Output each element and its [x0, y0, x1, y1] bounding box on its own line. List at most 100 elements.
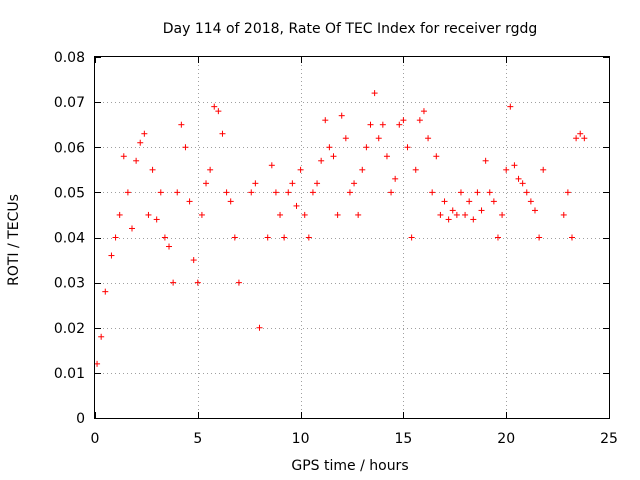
data-point [219, 130, 226, 137]
data-point [527, 198, 534, 205]
data-point [494, 234, 501, 241]
data-point [511, 162, 518, 169]
data-point [157, 189, 164, 196]
data-point [540, 166, 547, 173]
x-tick-label: 25 [600, 431, 618, 447]
x-tick-label: 5 [193, 431, 202, 447]
y-tick-label: 0.06 [54, 140, 85, 156]
data-point [98, 333, 105, 340]
data-point [581, 135, 588, 142]
data-point [429, 189, 436, 196]
data-point [231, 234, 238, 241]
data-point [145, 211, 152, 218]
data-point [531, 207, 538, 214]
data-point [129, 225, 136, 232]
data-point [346, 189, 353, 196]
data-point [416, 117, 423, 124]
data-point [149, 166, 156, 173]
data-point [363, 144, 370, 151]
x-tick-label: 20 [497, 431, 515, 447]
data-point [383, 153, 390, 160]
data-point [437, 211, 444, 218]
data-point [293, 202, 300, 209]
data-point [322, 117, 329, 124]
data-point [396, 121, 403, 128]
data-point [412, 166, 419, 173]
y-axis-ticks: 0 0.01 0.02 0.03 0.04 0.05 0.06 0.07 0.08 [54, 50, 609, 427]
data-point [388, 189, 395, 196]
data-point [289, 180, 296, 187]
data-point [252, 180, 259, 187]
data-point [560, 211, 567, 218]
chart-title: Day 114 of 2018, Rate Of TEC Index for r… [163, 21, 538, 37]
data-point [408, 234, 415, 241]
data-point [116, 211, 123, 218]
data-point [523, 189, 530, 196]
data-point [355, 211, 362, 218]
y-axis-label: ROTI / TECUs [6, 194, 22, 286]
data-point [272, 189, 279, 196]
data-point [453, 211, 460, 218]
data-point [207, 166, 214, 173]
data-point [462, 211, 469, 218]
data-point [330, 153, 337, 160]
data-point [297, 166, 304, 173]
data-point [441, 198, 448, 205]
data-point [564, 189, 571, 196]
data-point [124, 189, 131, 196]
data-point [198, 211, 205, 218]
data-point [153, 216, 160, 223]
data-point [186, 198, 193, 205]
data-point [515, 175, 522, 182]
data-point [268, 162, 275, 169]
y-tick-label: 0.07 [54, 95, 85, 111]
data-point [490, 198, 497, 205]
data-point [503, 166, 510, 173]
data-point [474, 189, 481, 196]
data-point [108, 252, 115, 259]
data-point [120, 153, 127, 160]
data-point [223, 189, 230, 196]
data-point [215, 108, 222, 115]
data-point [102, 288, 109, 295]
x-axis-label: GPS time / hours [291, 458, 408, 474]
data-point [264, 234, 271, 241]
data-point [194, 279, 201, 286]
data-point [309, 189, 316, 196]
y-tick-label: 0 [76, 411, 85, 427]
data-points [94, 90, 588, 367]
data-point [351, 180, 358, 187]
x-tick-label: 15 [394, 431, 412, 447]
data-point [379, 121, 386, 128]
data-point [305, 234, 312, 241]
data-point [359, 166, 366, 173]
y-tick-label: 0.08 [54, 50, 85, 66]
data-point [371, 90, 378, 97]
data-point [285, 189, 292, 196]
x-tick-label: 0 [91, 431, 100, 447]
x-tick-label: 10 [292, 431, 310, 447]
data-point [94, 360, 101, 367]
data-point [174, 189, 181, 196]
data-point [420, 108, 427, 115]
data-point [445, 216, 452, 223]
y-tick-label: 0.02 [54, 321, 85, 337]
data-point [404, 144, 411, 151]
data-point [457, 189, 464, 196]
data-point [277, 211, 284, 218]
data-point [137, 139, 144, 146]
data-point [256, 324, 263, 331]
data-point [314, 180, 321, 187]
data-point [367, 121, 374, 128]
data-point [334, 211, 341, 218]
y-tick-label: 0.03 [54, 276, 85, 292]
data-point [536, 234, 543, 241]
data-point [326, 144, 333, 151]
data-point [235, 279, 242, 286]
y-tick-label: 0.05 [54, 185, 85, 201]
data-point [161, 234, 168, 241]
data-point [466, 198, 473, 205]
data-point [433, 153, 440, 160]
y-tick-label: 0.04 [54, 231, 85, 247]
data-point [112, 234, 119, 241]
